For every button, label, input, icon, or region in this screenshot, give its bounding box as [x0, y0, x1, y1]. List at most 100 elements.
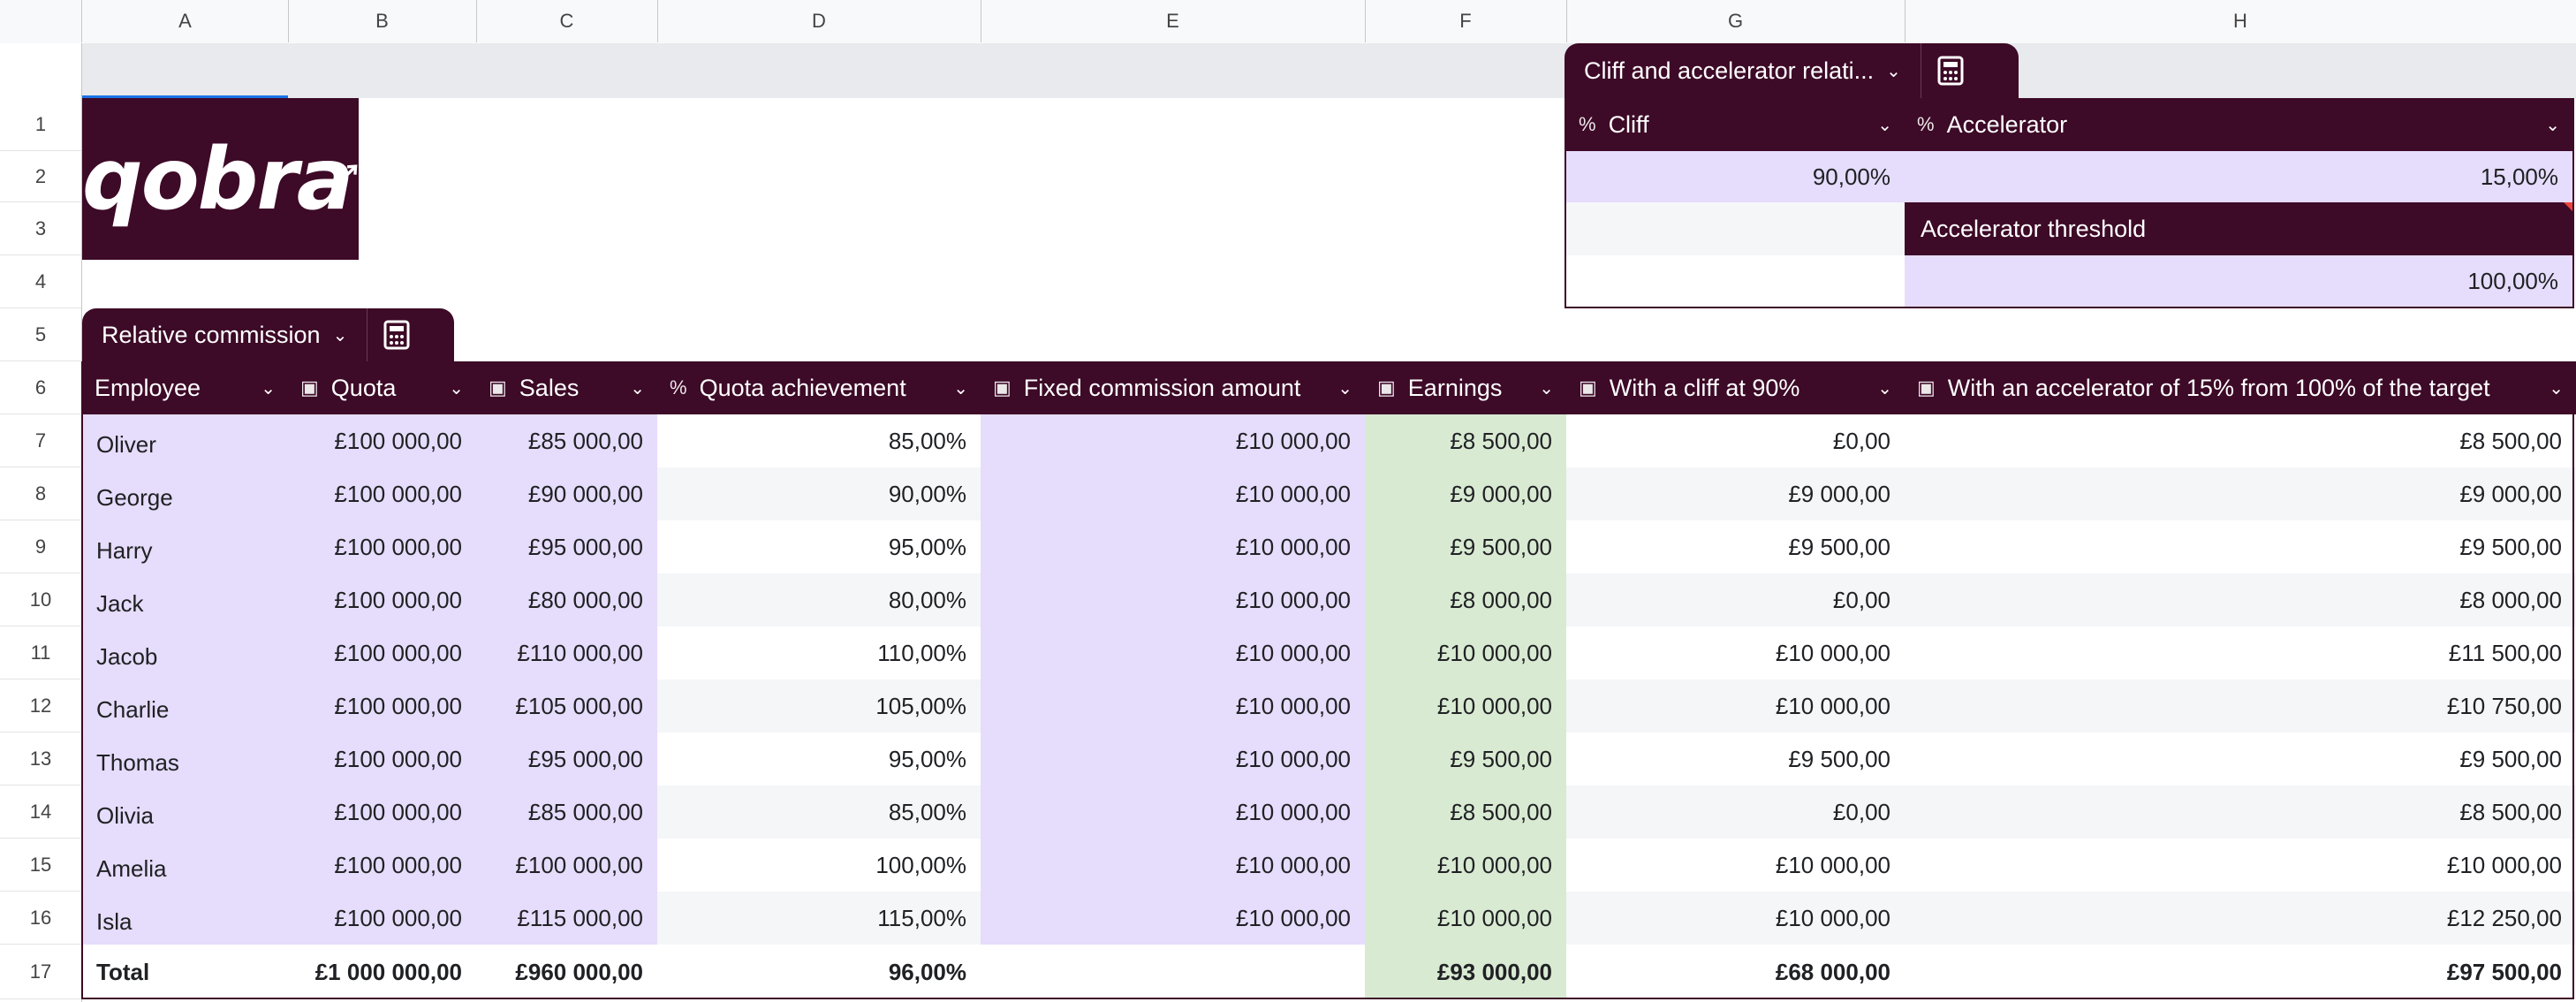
employee-name-cell[interactable]: Amelia: [82, 839, 288, 892]
row-header-14[interactable]: 14: [0, 786, 81, 839]
table-cell[interactable]: £100 000,00: [288, 679, 476, 733]
row-header-17[interactable]: 17: [0, 945, 81, 999]
chevron-down-icon[interactable]: ⌄: [449, 378, 464, 399]
row-header-13[interactable]: 13: [0, 733, 81, 786]
total-cell[interactable]: [981, 945, 1365, 999]
column-header-d[interactable]: D: [657, 0, 981, 42]
total-cell[interactable]: 96,00%: [657, 945, 981, 999]
employee-name-cell[interactable]: Jacob: [82, 626, 288, 679]
table-cell[interactable]: £10 000,00: [981, 414, 1365, 467]
table-cell[interactable]: £10 000,00: [981, 892, 1365, 945]
table-cell[interactable]: £10 000,00: [1566, 839, 1905, 892]
table-cell[interactable]: £0,00: [1566, 414, 1905, 467]
total-cell[interactable]: £960 000,00: [476, 945, 657, 999]
row-header-7[interactable]: 7: [0, 414, 81, 467]
chevron-down-icon[interactable]: ⌄: [332, 325, 348, 345]
table-cell[interactable]: £10 000,00: [1365, 892, 1566, 945]
table-cell[interactable]: £9 000,00: [1365, 467, 1566, 520]
table-cell[interactable]: £10 000,00: [981, 520, 1365, 573]
table-cell[interactable]: £10 000,00: [981, 839, 1365, 892]
header-accelerator[interactable]: % Accelerator ⌄: [1905, 98, 2572, 151]
column-quota-achievement[interactable]: % Quota achievement ⌄: [657, 361, 981, 414]
table-cell[interactable]: 95,00%: [657, 733, 981, 786]
column-employee[interactable]: Employee ⌄: [82, 361, 288, 414]
chevron-down-icon[interactable]: ⌄: [2549, 378, 2564, 399]
row-header-16[interactable]: 16: [0, 892, 81, 945]
table-cell[interactable]: 85,00%: [657, 414, 981, 467]
table-cell[interactable]: £115 000,00: [476, 892, 657, 945]
row-header-5[interactable]: 5: [0, 308, 81, 361]
table-cell[interactable]: £10 000,00: [1365, 626, 1566, 679]
chevron-down-icon[interactable]: ⌄: [1337, 378, 1352, 399]
table-cell[interactable]: 80,00%: [657, 573, 981, 626]
table-cell[interactable]: £105 000,00: [476, 679, 657, 733]
row-header-2[interactable]: 2: [0, 151, 81, 202]
threshold-value-cell[interactable]: 100,00%: [1905, 255, 2572, 307]
chevron-down-icon[interactable]: ⌄: [261, 378, 276, 399]
select-all-corner[interactable]: [0, 0, 82, 42]
employee-name-cell[interactable]: Olivia: [82, 786, 288, 839]
header-accelerator-threshold[interactable]: Accelerator threshold: [1905, 202, 2572, 255]
table-cell[interactable]: £10 000,00: [1905, 839, 2576, 892]
chevron-down-icon[interactable]: ⌄: [1886, 61, 1901, 81]
chevron-down-icon[interactable]: ⌄: [953, 378, 968, 399]
table-cell[interactable]: £10 000,00: [981, 786, 1365, 839]
table-cell[interactable]: £10 750,00: [1905, 679, 2576, 733]
column-quota[interactable]: ▣ Quota ⌄: [288, 361, 476, 414]
table-cell[interactable]: £9 500,00: [1365, 520, 1566, 573]
column-with-an-accelerator-of-15-from-100-of-the-target[interactable]: ▣ With an accelerator of 15% from 100% of…: [1905, 361, 2576, 414]
table-cell[interactable]: £8 000,00: [1365, 573, 1566, 626]
table-cell[interactable]: £0,00: [1566, 573, 1905, 626]
table-cell[interactable]: 115,00%: [657, 892, 981, 945]
header-cliff[interactable]: % Cliff ⌄: [1566, 98, 1905, 151]
empty-cell[interactable]: [1566, 202, 1905, 255]
table-cell[interactable]: £10 000,00: [981, 467, 1365, 520]
table-cell[interactable]: £100 000,00: [288, 733, 476, 786]
table-cell[interactable]: 110,00%: [657, 626, 981, 679]
employee-name-cell[interactable]: Thomas: [82, 733, 288, 786]
table-cell[interactable]: £100 000,00: [288, 467, 476, 520]
row-header-9[interactable]: 9: [0, 520, 81, 573]
table-cell[interactable]: £85 000,00: [476, 414, 657, 467]
table-cell[interactable]: £9 500,00: [1905, 520, 2576, 573]
table-cell[interactable]: £90 000,00: [476, 467, 657, 520]
table-cell[interactable]: £9 500,00: [1566, 520, 1905, 573]
cliff-accelerator-table-tab[interactable]: Cliff and accelerator relati... ⌄: [1565, 43, 2019, 98]
table-cell[interactable]: £10 000,00: [981, 626, 1365, 679]
row-header-10[interactable]: 10: [0, 573, 81, 626]
comment-marker[interactable]: [2564, 202, 2572, 211]
calculator-icon[interactable]: [1921, 43, 1980, 98]
table-cell[interactable]: £10 000,00: [1365, 679, 1566, 733]
table-cell[interactable]: £95 000,00: [476, 520, 657, 573]
column-header-h[interactable]: H: [1905, 0, 2576, 42]
column-header-a[interactable]: A: [82, 0, 289, 42]
column-sales[interactable]: ▣ Sales ⌄: [476, 361, 657, 414]
table-cell[interactable]: £100 000,00: [288, 414, 476, 467]
employee-name-cell[interactable]: George: [82, 467, 288, 520]
column-with-a-cliff-at-90[interactable]: ▣ With a cliff at 90% ⌄: [1566, 361, 1905, 414]
chevron-down-icon[interactable]: ⌄: [1877, 115, 1892, 135]
row-header-6[interactable]: 6: [0, 361, 81, 414]
row-header-3[interactable]: 3: [0, 202, 81, 255]
table-cell[interactable]: £100 000,00: [288, 626, 476, 679]
table-cell[interactable]: £10 000,00: [981, 573, 1365, 626]
cliff-value-cell[interactable]: 90,00%: [1566, 151, 1905, 202]
table-cell[interactable]: £10 000,00: [981, 679, 1365, 733]
table-cell[interactable]: £10 000,00: [1566, 626, 1905, 679]
table-cell[interactable]: £8 500,00: [1905, 414, 2576, 467]
table-cell[interactable]: 105,00%: [657, 679, 981, 733]
row-header-8[interactable]: 8: [0, 467, 81, 520]
chevron-down-icon[interactable]: ⌄: [2545, 115, 2560, 135]
column-header-e[interactable]: E: [981, 0, 1366, 42]
row-header-4[interactable]: 4: [0, 255, 81, 308]
table-cell[interactable]: £110 000,00: [476, 626, 657, 679]
total-cell[interactable]: Total: [82, 945, 288, 999]
table-cell[interactable]: 100,00%: [657, 839, 981, 892]
empty-cell[interactable]: [1566, 255, 1905, 307]
total-cell[interactable]: £1 000 000,00: [288, 945, 476, 999]
relative-commission-table-tab[interactable]: Relative commission ⌄: [82, 308, 454, 361]
table-cell[interactable]: £100 000,00: [288, 573, 476, 626]
column-header-c[interactable]: C: [476, 0, 658, 42]
table-cell[interactable]: £100 000,00: [288, 839, 476, 892]
table-cell[interactable]: £8 500,00: [1365, 786, 1566, 839]
